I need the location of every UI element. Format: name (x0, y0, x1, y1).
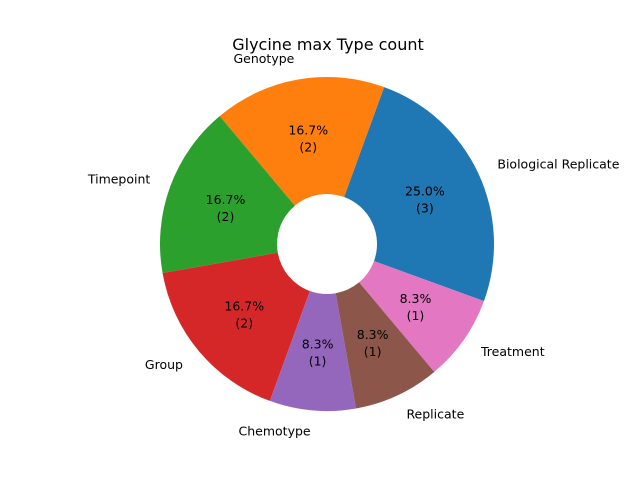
percent-label-chemotype: 8.3% (302, 337, 334, 352)
slices-group (159, 77, 494, 411)
count-label-timepoint: (2) (217, 209, 235, 224)
percent-label-replicate: 8.3% (357, 327, 389, 342)
slice-genotype (219, 77, 385, 206)
category-label-group: Group (145, 357, 183, 372)
slice-group (162, 252, 310, 401)
category-label-genotype: Genotype (233, 51, 294, 66)
count-label-biological-replicate: (3) (416, 200, 434, 215)
slice-timepoint (159, 116, 295, 273)
count-label-treatment: (1) (407, 308, 425, 323)
category-label-chemotype: Chemotype (239, 423, 311, 438)
count-label-genotype: (2) (299, 140, 317, 155)
category-label-replicate: Replicate (406, 406, 464, 421)
percent-label-biological-replicate: 25.0% (405, 183, 445, 198)
chart-title: Glycine max Type count (232, 35, 424, 54)
category-label-timepoint: Timepoint (87, 172, 151, 187)
category-label-biological-replicate: Biological Replicate (497, 157, 619, 172)
percent-label-treatment: 8.3% (400, 291, 432, 306)
percent-label-genotype: 16.7% (288, 123, 328, 138)
slice-replicate (335, 282, 435, 409)
percent-label-timepoint: 16.7% (206, 192, 246, 207)
count-label-group: (2) (235, 315, 253, 330)
labels-group: Biological Replicate 25.0% (3) Genotype 16.7… (87, 51, 620, 438)
percent-label-group: 16.7% (224, 298, 264, 313)
count-label-replicate: (1) (364, 344, 382, 359)
slice-chemotype (269, 290, 356, 411)
slice-treatment (359, 261, 484, 372)
count-label-chemotype: (1) (309, 354, 327, 369)
category-label-treatment: Treatment (480, 344, 545, 359)
slice-biological-replicate (344, 87, 494, 302)
